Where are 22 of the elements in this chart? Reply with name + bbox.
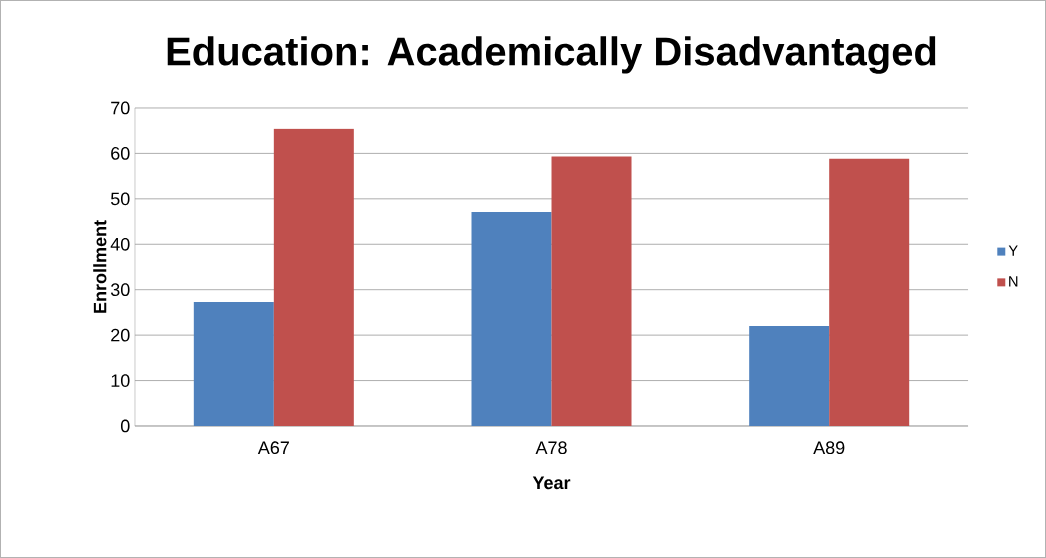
bar — [749, 326, 830, 427]
y-tick-label: 60 — [111, 147, 130, 160]
x-tick-label: A89 — [813, 441, 845, 455]
y-tick-label: 0 — [120, 419, 130, 433]
chart-title: Education: Academically Disadvantaged — [167, 36, 936, 74]
bar — [829, 158, 910, 427]
x-tick-label: A67 — [257, 441, 289, 455]
x-axis-title: Year — [532, 476, 571, 490]
y-tick-label: 50 — [110, 192, 130, 206]
legend-label: Y — [1008, 245, 1018, 256]
y-tick-label: 70 — [111, 101, 130, 115]
y-tick-label: 10 — [111, 374, 130, 387]
bar — [273, 128, 354, 427]
y-tick-label: 40 — [110, 237, 130, 251]
y-axis-title: Enrollment — [93, 220, 107, 313]
legend-label: N — [1009, 276, 1018, 287]
bar — [471, 212, 552, 427]
bar — [551, 156, 632, 427]
bar — [193, 301, 274, 427]
y-tick-label: 30 — [110, 283, 130, 297]
y-tick-label: 20 — [111, 328, 130, 342]
x-tick-label: A78 — [535, 441, 567, 455]
